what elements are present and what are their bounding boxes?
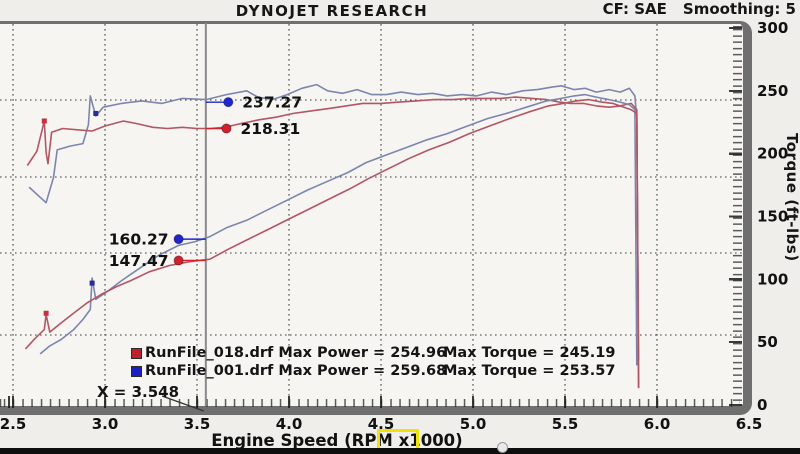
x-tick-label: 5.0 <box>460 415 487 433</box>
y-tick-label: 200 <box>757 145 788 163</box>
cursor-x-readout: X = 3.548 <box>97 383 180 401</box>
y-tick-label: 250 <box>757 82 788 100</box>
blue-series-swatch <box>131 365 142 377</box>
y-tick-label: 50 <box>757 333 778 351</box>
smoothing-label: Smoothing: 5 <box>682 0 796 18</box>
y-tick-label: 150 <box>757 208 788 226</box>
x-tick-label: 4.5 <box>368 415 395 433</box>
curve-glitch-marker <box>89 280 95 286</box>
x-tick-label: 3.0 <box>92 415 119 433</box>
legend-run-018-torque: Max Torque = 245.19 <box>443 345 616 361</box>
legend: RunFile_018.drf Max Power = 254.96 Max T… <box>131 344 615 380</box>
x-tick-label: 4.0 <box>276 415 303 433</box>
legend-run-018-power: RunFile_018.drf Max Power = 254.96 <box>145 345 447 361</box>
x-tick-label: 3.5 <box>184 415 211 433</box>
legend-row-runfile-018: RunFile_018.drf Max Power = 254.96 Max T… <box>131 344 615 362</box>
dyno-curve <box>39 93 638 366</box>
curve-glitch-marker <box>93 110 99 116</box>
readout-pointer-line <box>161 395 205 412</box>
cursor-value-label: 237.27 <box>242 94 302 112</box>
cursor-marker-dot <box>223 97 234 108</box>
x-tick-label: 2.5 <box>0 415 26 433</box>
legend-run-001-torque: Max Torque = 253.57 <box>443 363 616 379</box>
x-axis-major-ticks <box>0 396 740 408</box>
y-tick-label: 100 <box>757 270 788 288</box>
legend-row-runfile-001: RunFile_001.drf Max Power = 259.68 Max T… <box>131 362 615 380</box>
video-progress-bar[interactable] <box>0 448 800 454</box>
x-tick-label: 6.5 <box>736 415 763 433</box>
plot-frame <box>0 21 752 415</box>
cursor-marker-dot <box>173 255 184 266</box>
video-scrubber-dot[interactable] <box>497 442 508 453</box>
cursor-marker-dot <box>221 123 232 134</box>
red-series-swatch <box>131 347 142 359</box>
curve-glitch-marker <box>41 118 47 124</box>
x-tick-label: 5.5 <box>552 415 579 433</box>
correction-factor-readout: CF: SAE Smoothing: 5 <box>603 0 796 18</box>
dyno-curve <box>28 83 640 361</box>
cf-label: CF: SAE <box>602 0 667 18</box>
cursor-marker-dot <box>173 234 184 245</box>
rpm-axis-title: Engine Speed (RPM x1000) <box>211 431 463 450</box>
y-tick-label: 300 <box>757 19 788 37</box>
cursor-value-label: 147.47 <box>109 252 169 270</box>
y-axis-major-ticks <box>729 26 742 406</box>
cursor-value-label: 218.31 <box>240 120 300 138</box>
page-title: DYNOJET RESEARCH <box>235 2 429 20</box>
y-tick-label: 0 <box>757 396 767 414</box>
legend-run-001-power: RunFile_001.drf Max Power = 259.68 <box>145 363 447 379</box>
x-tick-label: 6.0 <box>644 415 671 433</box>
curve-glitch-marker <box>43 310 49 316</box>
dyno-curve <box>25 98 640 389</box>
torque-axis-title: Torque (ft-lbs) <box>783 133 800 262</box>
cursor-value-label: 160.27 <box>109 231 169 249</box>
